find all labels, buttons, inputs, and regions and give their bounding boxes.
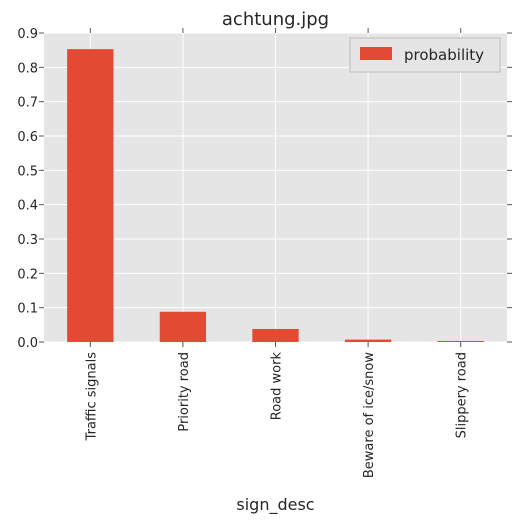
y-tick-label: 0.0: [17, 336, 38, 351]
legend-label: probability: [404, 46, 484, 64]
y-tick-label: 0.9: [17, 27, 38, 42]
legend-swatch: [360, 47, 392, 60]
x-tick-label: Beware of ice/snow: [362, 352, 377, 478]
x-axis-label: sign_desc: [236, 495, 314, 515]
x-tick-label: Slippery road: [455, 352, 470, 438]
x-tick-label: Road work: [270, 352, 285, 421]
y-tick-label: 0.8: [17, 61, 38, 76]
legend: probability: [349, 37, 501, 73]
bar: [344, 339, 392, 342]
y-tick-label: 0.3: [17, 233, 38, 248]
bar: [252, 328, 299, 342]
y-tick-label: 0.6: [17, 130, 38, 145]
y-tick-label: 0.7: [17, 96, 38, 111]
y-tick-label: 0.1: [17, 302, 38, 317]
y-tick-label: 0.5: [17, 164, 38, 179]
x-tick-label: Priority road: [177, 352, 192, 432]
bar: [159, 311, 207, 342]
x-axis: Traffic signals Priority road Road work Bew…: [84, 28, 470, 478]
y-axis: 0.0 0.1 0.2 0.3 0.4 0.5 0.6 0.7 0.8 0.9: [17, 27, 512, 351]
chart-title: achtung.jpg: [222, 9, 329, 30]
bars: [67, 49, 484, 343]
bar: [437, 340, 484, 342]
y-tick-label: 0.2: [17, 267, 38, 282]
x-tick-label: Traffic signals: [84, 352, 99, 442]
bar: [67, 49, 114, 343]
y-tick-label: 0.4: [17, 199, 38, 214]
